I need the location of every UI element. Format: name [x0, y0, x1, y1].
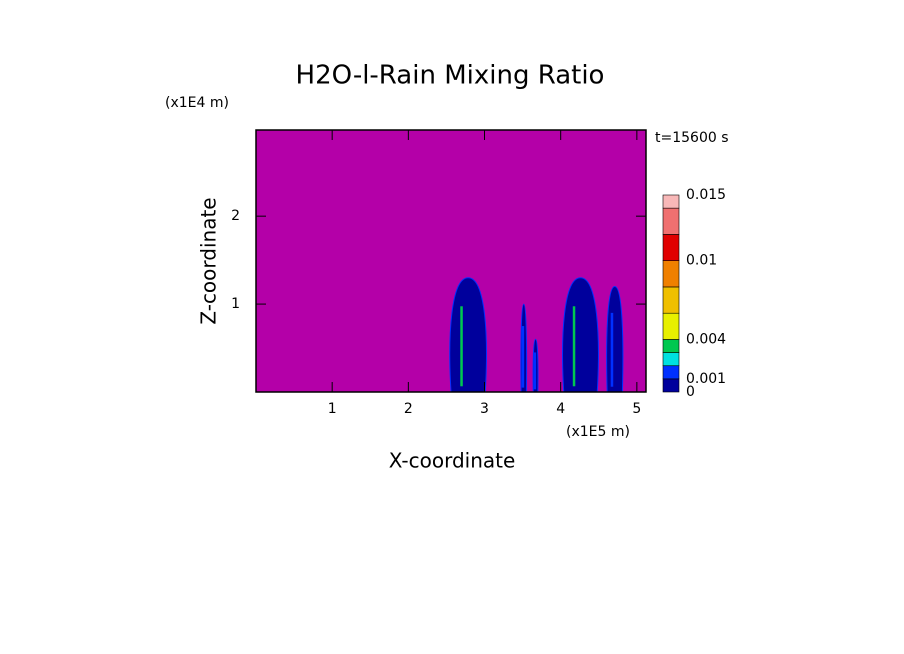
colorbar-label: 0 [686, 384, 695, 400]
rain-core [610, 312, 614, 387]
colorbar-box [662, 194, 680, 209]
rain-cell [562, 277, 599, 393]
rain-core [572, 306, 576, 387]
colorbar-box [662, 352, 680, 367]
y-axis-label: Z-coordinate [197, 197, 221, 324]
colorbar-box [662, 286, 680, 314]
time-label: t=15600 s [655, 130, 729, 146]
x-tick-label: 5 [632, 401, 641, 417]
rain-cell [449, 277, 487, 393]
x-scale-label: (x1E5 m) [566, 424, 630, 440]
colorbar-label: 0.01 [686, 253, 717, 269]
rain-core [521, 326, 525, 388]
x-tick-label: 1 [328, 401, 337, 417]
plot-frame [255, 129, 647, 393]
x-tick-label: 2 [404, 401, 413, 417]
rain-core [460, 306, 463, 387]
colorbar-label: 0.001 [686, 371, 726, 387]
rain-core [533, 352, 537, 390]
colorbar-box [662, 207, 680, 235]
x-tick-label: 3 [480, 401, 489, 417]
rain-cell [606, 285, 624, 393]
colorbar-box [662, 339, 680, 353]
chart-title: H2O-l-Rain Mixing Ratio [296, 61, 605, 91]
colorbar-label: 0.004 [686, 331, 726, 347]
x-axis-label: X-coordinate [389, 449, 516, 473]
y-scale-label: (x1E4 m) [165, 95, 229, 111]
colorbar-label: 0.015 [686, 187, 726, 203]
x-tick-label: 4 [556, 401, 565, 417]
colorbar-box [662, 234, 680, 261]
colorbar-box [662, 365, 680, 380]
colorbar-box [662, 378, 680, 393]
colorbar-box [662, 260, 680, 288]
colorbar-box [662, 312, 680, 340]
y-tick-label: 1 [231, 296, 240, 312]
y-tick-label: 2 [231, 208, 240, 224]
